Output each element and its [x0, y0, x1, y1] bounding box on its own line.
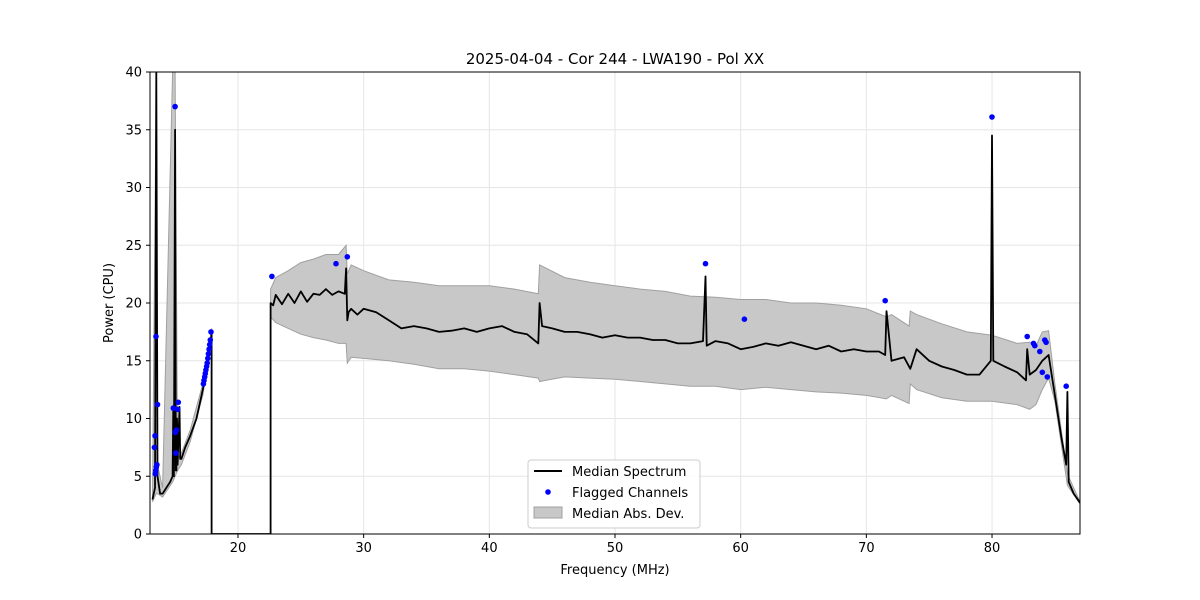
flagged-point [344, 253, 351, 260]
y-tick-label: 10 [125, 412, 142, 427]
flagged-point [206, 341, 213, 348]
x-tick-label: 50 [607, 541, 624, 556]
x-axis-label: Frequency (MHz) [560, 563, 669, 578]
flagged-point [151, 444, 158, 451]
legend-band-swatch [533, 506, 563, 519]
flagged-point [172, 103, 178, 110]
flagged-point [152, 433, 158, 439]
y-axis-label: Power (CPU) [102, 263, 117, 343]
flagged-point [205, 351, 212, 357]
flagged-point [207, 337, 214, 343]
chart-title: 2025-04-04 - Cor 244 - LWA190 - Pol XX [466, 50, 764, 68]
x-axis-ticks: 20 30 40 50 60 70 80 [230, 534, 1001, 556]
flagged-point [1037, 348, 1043, 355]
x-tick-label: 30 [355, 541, 372, 556]
legend: Median Spectrum Flagged Channels Median … [527, 459, 701, 529]
legend-box [527, 459, 701, 529]
legend-label-mad: Median Abs. Dev. [572, 507, 684, 522]
y-tick-label: 15 [125, 354, 142, 369]
flagged-point [153, 333, 159, 340]
legend-dot-swatch [545, 489, 551, 495]
y-tick-label: 25 [125, 239, 142, 254]
flagged-point [154, 401, 161, 408]
flagged-point [333, 260, 339, 267]
x-tick-label: 40 [481, 541, 498, 556]
flagged-point [205, 355, 211, 362]
flagged-point [702, 260, 709, 267]
median-line-layer [151, 72, 1080, 534]
flagged-point [1032, 342, 1038, 349]
y-tick-label: 0 [134, 528, 142, 543]
flagged-point [882, 297, 888, 304]
y-tick-label: 40 [125, 66, 142, 81]
flagged-point [174, 406, 181, 413]
x-tick-label: 60 [732, 541, 749, 556]
flagged-point [208, 329, 214, 335]
flagged-point [1043, 339, 1049, 346]
flagged-point [269, 273, 275, 280]
x-tick-label: 80 [984, 541, 1001, 556]
x-tick-label: 70 [858, 541, 875, 556]
flagged-point [1063, 383, 1069, 390]
legend-label-flagged: Flagged Channels [572, 486, 688, 501]
flagged-point [1024, 333, 1030, 340]
median-spectrum-line [151, 72, 1080, 534]
legend-label-median: Median Spectrum [572, 465, 686, 480]
flagged-point [175, 399, 182, 406]
y-tick-label: 35 [125, 123, 142, 138]
flagged-point [204, 360, 210, 366]
y-axis-ticks: 0 5 10 15 20 25 30 35 40 [125, 66, 150, 543]
flagged-point [1039, 369, 1046, 376]
flagged-point [206, 346, 212, 353]
flagged-point [741, 316, 748, 323]
flagged-point [989, 114, 995, 120]
flagged-points-layer [151, 103, 1069, 477]
y-tick-label: 5 [134, 470, 142, 485]
flagged-point [173, 450, 179, 456]
flagged-point [1044, 374, 1051, 380]
flagged-point [173, 427, 180, 433]
y-tick-label: 30 [125, 181, 142, 196]
flagged-point [154, 461, 160, 468]
y-tick-label: 20 [125, 297, 142, 312]
x-tick-label: 20 [230, 541, 247, 556]
flagged-point [170, 405, 177, 411]
